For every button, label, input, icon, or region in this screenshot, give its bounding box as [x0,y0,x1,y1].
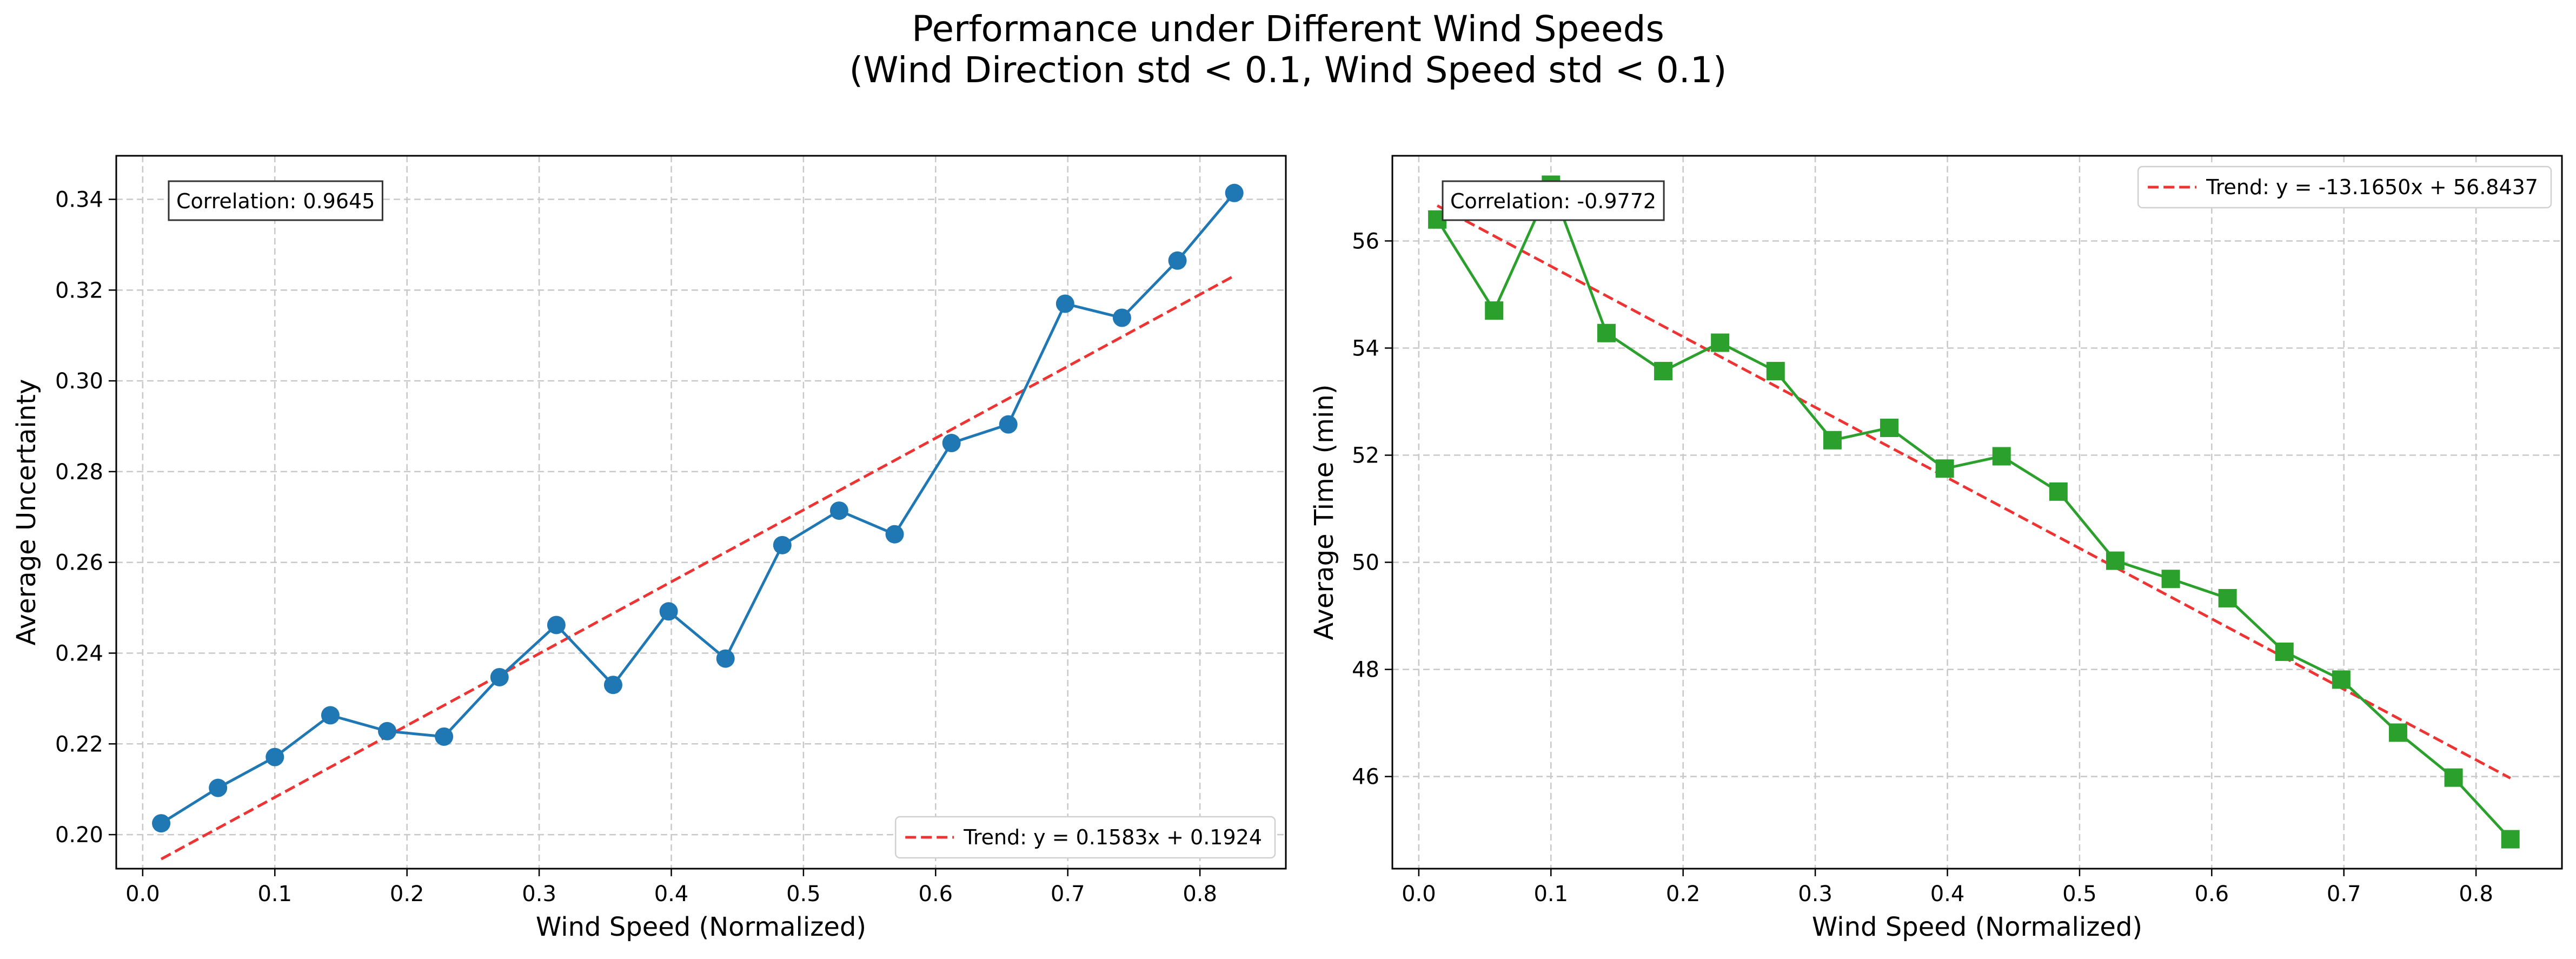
data-point [1112,308,1131,327]
x-tick-label: 0.4 [654,882,689,907]
data-point [1992,447,2011,466]
data-point [1055,294,1074,313]
data-point [942,434,961,453]
data-point [1168,251,1187,270]
figure-title-line1: Performance under Different Wind Speeds [912,8,1664,50]
y-axis-label: Average Time (min) [1309,384,1339,640]
x-tick-label: 0.2 [1666,882,1701,907]
correlation-box: Correlation: 0.9645 [168,180,383,221]
x-axis-label: Wind Speed (Normalized) [536,912,866,942]
trend-line [1436,204,2511,779]
y-tick-label: 0.28 [55,460,103,485]
data-point [1654,362,1673,381]
data-point [2444,768,2463,787]
y-axis-label: Average Uncertainty [11,379,42,646]
data-point [2049,482,2068,501]
series-line [160,192,1236,825]
data-point [152,814,171,833]
legend: Trend: y = 0.1583x + 0.1924 [894,816,1276,859]
data-point [490,667,509,686]
x-tick-label: 0.5 [786,882,821,907]
data-point [2106,551,2124,570]
data-point [2218,588,2237,607]
x-tick-label: 0.1 [1533,882,1568,907]
y-tick-label: 46 [1352,765,1379,790]
data-point [1711,333,1730,352]
data-point [2332,670,2351,689]
legend-trend-label: Trend: y = 0.1583x + 0.1924 [963,825,1262,849]
data-point [209,778,228,797]
data-point [2275,642,2294,661]
x-tick-label: 0.0 [125,882,160,907]
y-tick-label: 48 [1352,658,1379,683]
trend-line [160,274,1235,861]
data-point [2161,570,2180,588]
data-point [1225,183,1244,202]
data-point [1935,459,1954,478]
y-tick-label: 0.30 [55,369,103,394]
y-tick-label: 0.26 [55,551,103,576]
legend-trend-label: Trend: y = -13.1650x + 56.8437 [2206,175,2538,199]
data-point [1880,419,1898,438]
data-point [1485,301,1504,320]
data-point [2388,723,2407,742]
correlation-label: Correlation: 0.9645 [176,189,375,213]
y-tick-label: 56 [1352,229,1379,254]
correlation-box-frame [1442,180,1665,221]
correlation-box: Correlation: -0.9772 [1442,180,1665,221]
data-point [716,649,735,668]
x-tick-label: 0.6 [2195,882,2229,907]
axes-frame [115,155,1287,870]
data-point [265,748,284,766]
correlation-label: Correlation: -0.9772 [1450,189,1656,213]
data-point [773,535,792,554]
correlation-box-frame [168,180,383,221]
legend-frame [2137,166,2552,209]
x-tick-label: 0.4 [1930,882,1965,907]
y-tick-label: 0.32 [55,278,103,303]
axes-frame [1391,155,2563,870]
y-tick-label: 54 [1352,336,1379,361]
data-point [829,501,848,520]
data-point [999,415,1018,434]
figure-title-line2: (Wind Direction std < 0.1, Wind Speed st… [849,49,1727,91]
y-tick-label: 0.22 [55,732,103,757]
data-point [1823,431,1842,449]
uncertainty-chart: 0.0 0.1 0.2 0.3 0.4 0.5 0.6 0.7 0.8 0.20 0.22 0.24 0… [11,155,1287,942]
x-tick-label: 0.6 [919,882,953,907]
data-point [659,602,678,621]
y-tick-label: 0.34 [55,188,103,213]
x-axis-label: Wind Speed (Normalized) [1812,912,2142,942]
legend-frame [894,816,1276,859]
y-tick-label: 0.24 [55,641,103,666]
data-point [321,706,340,725]
data-point [547,616,566,634]
data-point [603,676,622,695]
data-point [435,727,454,746]
x-tick-label: 0.0 [1402,882,1436,907]
time-chart: 0.0 0.1 0.2 0.3 0.4 0.5 0.6 0.7 0.8 46 48 50 52 54 56 W… [1309,155,2563,942]
y-tick-label: 52 [1352,444,1379,468]
x-tick-label: 0.5 [2062,882,2097,907]
legend: Trend: y = -13.1650x + 56.8437 [2137,166,2552,209]
x-tick-label: 0.8 [2459,882,2493,907]
x-tick-label: 0.8 [1183,882,1217,907]
data-point [2501,830,2520,849]
data-point [1597,323,1616,342]
y-tick-label: 0.20 [55,823,103,848]
data-point [885,525,904,544]
x-tick-label: 0.2 [390,882,424,907]
x-tick-label: 0.3 [1798,882,1833,907]
x-tick-label: 0.7 [2327,882,2361,907]
series-line [1436,181,2512,841]
data-point [1766,362,1785,381]
x-tick-label: 0.1 [257,882,292,907]
y-tick-label: 50 [1352,551,1379,576]
x-tick-label: 0.7 [1051,882,1085,907]
data-point [378,722,397,740]
x-tick-label: 0.3 [522,882,556,907]
